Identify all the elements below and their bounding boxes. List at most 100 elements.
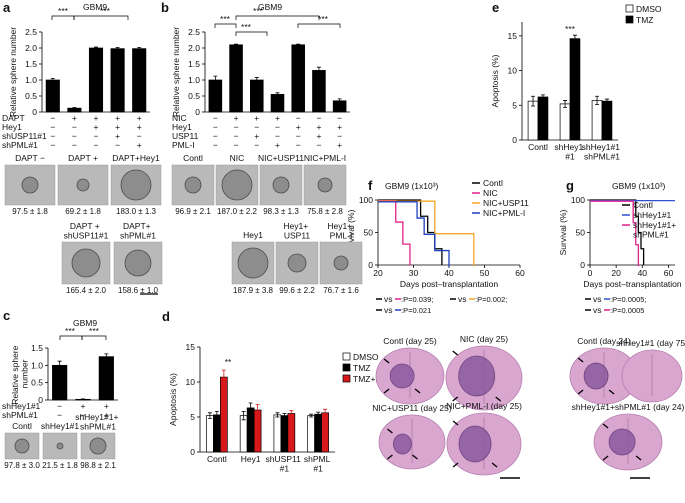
micrograph-value: 76.7 ± 1.6 (323, 286, 359, 295)
panel-title: GBM9 (1x10³) (385, 181, 439, 191)
stat-p: :P=0.0005 (610, 306, 644, 315)
condition-sign: − (296, 140, 301, 150)
micrograph-label: DAPT + (68, 153, 98, 163)
y-tick-label: 2.5 (25, 27, 37, 37)
survival-curve (378, 201, 450, 267)
condition-sign: − (115, 140, 120, 150)
error-bar (213, 75, 218, 85)
y-tick-label: 100 (359, 195, 373, 205)
text-line: shPML#1 (80, 421, 116, 431)
legend-label: DMSO (636, 4, 662, 14)
panel-label: f (368, 178, 373, 193)
micrograph-value: 183.0 ± 1.3 (116, 207, 157, 216)
significance: *** (65, 326, 76, 336)
bar (314, 413, 322, 453)
arrow (635, 455, 642, 461)
condition-sign: − (137, 131, 142, 141)
error-bar (595, 95, 600, 105)
arrow (452, 396, 459, 402)
bar (253, 409, 262, 453)
panel-label: c (3, 308, 10, 323)
micrograph-label: Hey1+ USP11 (283, 221, 310, 240)
significance-bracket (235, 31, 268, 36)
error-bar (316, 66, 321, 74)
sphere (21, 176, 39, 194)
sphere (14, 438, 30, 454)
condition-sign: − (275, 131, 280, 141)
y-tick-label: 0.5 (188, 91, 200, 101)
condition-sign: + (94, 122, 99, 132)
bar (220, 376, 228, 453)
error-bar (81, 398, 85, 401)
y-tick-label: 0 (38, 395, 43, 405)
significance-bracket (59, 335, 83, 340)
bar (312, 70, 326, 113)
arrow (577, 357, 584, 363)
y-tick-label: 10 (186, 377, 196, 387)
section-label: NIC (day 25) (460, 334, 508, 344)
legend-swatch (342, 374, 351, 383)
condition-sign: + (254, 131, 259, 141)
error-bar (572, 34, 577, 43)
sphere (333, 255, 349, 271)
bar (88, 47, 104, 113)
text-line: shPML (304, 454, 333, 464)
stat-vs: vs (384, 305, 393, 315)
sphere (272, 176, 290, 194)
y-tick-label: 1.0 (25, 75, 37, 85)
condition-sign: + (115, 113, 120, 123)
condition-name: PML-I (172, 140, 195, 150)
legend-label: DMSO (353, 352, 379, 362)
arrow (387, 428, 393, 434)
y-tick-label: 15 (508, 31, 518, 41)
micrograph-value: 98.3 ± 1.3 (263, 207, 299, 216)
arrow (491, 462, 498, 468)
text-line: shPML#1 (120, 230, 156, 240)
y-tick-label: 0 (512, 135, 517, 145)
condition-sign: − (57, 410, 62, 420)
bar (110, 48, 125, 113)
y-tick-label: 5 (190, 412, 195, 422)
panel-title: GBM9 (83, 2, 107, 12)
significance: *** (100, 6, 111, 16)
condition-sign: + (316, 131, 321, 141)
condition-name: shPML#1 (2, 140, 38, 150)
y-tick-label: 0 (368, 260, 373, 270)
micrograph-value: 96.9 ± 2.1 (175, 207, 211, 216)
condition-sign: + (254, 113, 259, 123)
micrograph-value: 75.8 ± 2.8 (307, 207, 343, 216)
tumor (583, 362, 609, 390)
y-tick-label: 1.5 (31, 343, 43, 353)
section-label: Contl (day 24) (577, 336, 631, 346)
panel-title: GBM9 (1x10³) (612, 181, 666, 191)
arrow (577, 389, 584, 395)
y-tick-label: 0 (190, 447, 195, 457)
condition-sign: − (72, 140, 77, 150)
micrograph-value: 21.5 ± 1.8 (42, 461, 78, 470)
condition-sign: − (296, 131, 301, 141)
bar (569, 38, 581, 141)
condition-sign: − (254, 122, 259, 132)
x-tick-label: shPML #1 (304, 454, 333, 473)
section-label: shHey1#1+shPML#1 (day 24) (572, 402, 685, 412)
error-bar (137, 46, 142, 51)
condition-sign: − (57, 401, 62, 411)
section-label: NIC+PML-I (day 25) (446, 401, 522, 411)
bar (250, 79, 264, 113)
x-tick-label: 0 (588, 268, 593, 278)
x-tick-label: Hey1 (241, 454, 261, 464)
text-line: DAPT+ (123, 221, 153, 231)
bar (98, 356, 114, 401)
micrograph-label: DAPT+Hey1 (112, 153, 160, 163)
error-bar (241, 411, 246, 421)
legend-label: TMZ (353, 363, 370, 373)
condition-sign: − (213, 113, 218, 123)
condition-name: Hey1 (2, 122, 22, 132)
error-bar (57, 360, 62, 370)
condition-sign: − (50, 113, 55, 123)
y-tick-label: 1.5 (188, 59, 200, 69)
micrograph-value: 98.8 ± 2.1 (80, 461, 116, 470)
significance: *** (318, 14, 329, 24)
arrow (608, 389, 615, 395)
stat-vs: vs (384, 294, 393, 304)
